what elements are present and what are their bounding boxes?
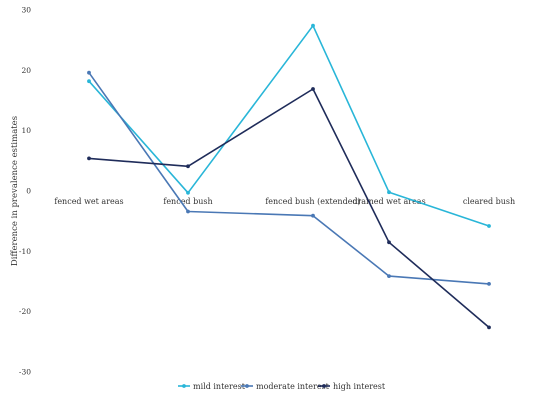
y-tick-label: -20 bbox=[19, 307, 31, 316]
data-point bbox=[311, 213, 315, 218]
category-label: drained wet areas bbox=[352, 197, 425, 206]
category-label: fenced bush (extended) bbox=[265, 197, 360, 206]
data-point bbox=[387, 190, 391, 195]
legend-marker bbox=[322, 384, 326, 388]
data-point bbox=[87, 70, 91, 75]
data-point bbox=[487, 224, 491, 228]
data-point bbox=[87, 156, 91, 161]
data-point bbox=[311, 23, 315, 28]
category-label: fenced wet areas bbox=[54, 197, 123, 206]
y-tick-labels: 30 20 10 0 -10 -20 -30 bbox=[19, 6, 31, 377]
y-tick-label: 30 bbox=[21, 6, 31, 15]
data-point bbox=[387, 274, 391, 278]
data-point bbox=[487, 325, 491, 330]
legend-marker bbox=[182, 384, 186, 388]
category-labels: fenced wet areas fenced bush fenced bush (… bbox=[54, 197, 515, 206]
data-point bbox=[186, 209, 190, 214]
legend-marker bbox=[245, 384, 249, 388]
category-label: cleared bush bbox=[463, 197, 515, 206]
series-line bbox=[88, 24, 490, 227]
category-label: fenced bush bbox=[163, 197, 212, 206]
data-point bbox=[87, 79, 91, 84]
data-point bbox=[186, 190, 190, 195]
legend-label: moderate interest bbox=[256, 382, 330, 391]
data-point bbox=[487, 282, 491, 286]
y-tick-label: 20 bbox=[21, 66, 31, 75]
data-point bbox=[387, 240, 391, 245]
legend-label: mild interest bbox=[193, 382, 246, 391]
y-tick-label: 10 bbox=[21, 126, 31, 135]
y-tick-label: 0 bbox=[26, 187, 31, 196]
series-line bbox=[88, 88, 490, 329]
series-lines bbox=[87, 23, 491, 330]
y-axis-title: Difference in prevalence estimates bbox=[10, 116, 20, 266]
data-point bbox=[186, 164, 190, 169]
data-point bbox=[311, 87, 315, 91]
y-tick-label: -10 bbox=[19, 247, 31, 256]
y-tick-label: -30 bbox=[19, 368, 31, 377]
legend: mild interest moderate interest high inter… bbox=[178, 382, 386, 391]
legend-label: high interest bbox=[333, 382, 386, 391]
